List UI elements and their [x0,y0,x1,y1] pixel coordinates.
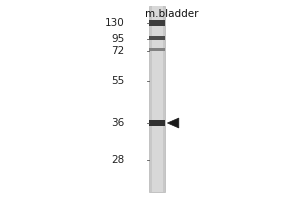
Bar [149,48,165,51]
Text: 95: 95 [111,34,124,44]
Polygon shape [167,118,179,128]
Text: 28: 28 [111,155,124,165]
Bar [149,20,165,26]
Text: 72: 72 [111,46,124,56]
Text: 130: 130 [105,18,124,28]
Text: 55: 55 [111,76,124,86]
Bar [149,6,165,192]
Bar [152,6,163,192]
Bar [149,120,165,126]
Bar [149,36,165,40]
Text: 36: 36 [111,118,124,128]
Text: m.bladder: m.bladder [146,9,199,19]
